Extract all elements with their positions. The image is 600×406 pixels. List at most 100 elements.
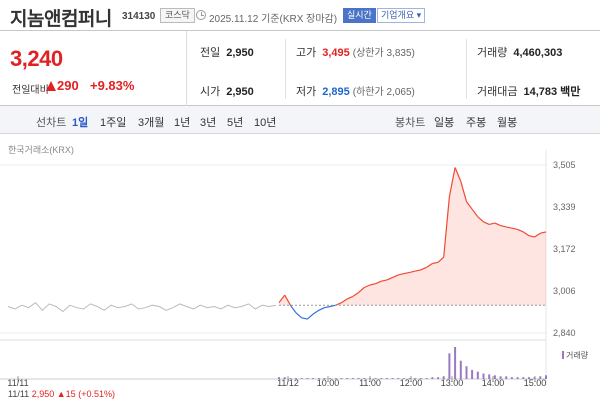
stat-volume: 거래량 4,460,303 [477, 44, 562, 60]
price-segment [522, 231, 530, 237]
volume-bar [454, 347, 457, 379]
price-panel: 3,240 전일대비 290 +9.83% [0, 31, 187, 106]
prev-day-rate: (+0.51%) [78, 389, 115, 399]
volume-bar [397, 378, 400, 379]
volume-bar [448, 353, 451, 379]
period-5y[interactable]: 5년 [227, 117, 244, 129]
price-segment [381, 279, 388, 282]
candle-weekly[interactable]: 주봉 [466, 117, 487, 129]
volume-bar [317, 378, 320, 379]
volume-legend-mark [562, 351, 564, 359]
stat-label: 거래량 [477, 47, 508, 59]
stat-value: 2,950 [226, 47, 254, 59]
price-segment [278, 294, 286, 304]
x-tick-label: 10:00 [317, 378, 340, 386]
price-segment [466, 201, 473, 210]
realtime-button[interactable]: 실시간 [343, 8, 376, 23]
price-segment [324, 305, 331, 309]
volume-bar [351, 378, 354, 379]
volume-bar [306, 378, 309, 379]
volume-bar [528, 377, 530, 379]
price-segment [500, 225, 507, 228]
stat-unit: 백만 [560, 86, 581, 98]
price-segment [506, 226, 513, 229]
stat-label: 저가 [296, 86, 317, 98]
volume-bar [300, 378, 303, 379]
line-chart-label[interactable]: 선차트 [36, 117, 67, 129]
stat-prev-close: 전일 2,950 [200, 44, 254, 60]
volume-bar [295, 378, 297, 379]
price-segment [448, 167, 456, 197]
volume-bar [340, 378, 343, 379]
volume-bar [312, 378, 315, 379]
change-rate: +9.83% [90, 78, 135, 93]
price-segment [289, 304, 297, 314]
change-amount: 290 [57, 78, 79, 93]
lower-limit: (하한가 2,065) [352, 87, 415, 98]
x-axis: 11/11 11/12 10:00 11:00 12:00 13:00 14:00 15:00 [7, 376, 546, 386]
stat-value: 2,895 [322, 86, 350, 98]
period-1d[interactable]: 1일 [72, 117, 89, 129]
volume-bar [380, 378, 383, 379]
stock-header: 지놈앤컴퍼니 314130 코스닥 2025.11.12 기준(KRX 장마감)… [0, 0, 600, 30]
price-segment [528, 235, 535, 238]
price-segment [301, 317, 308, 320]
stat-open: 시가 2,950 [200, 83, 254, 99]
price-segment [341, 298, 348, 304]
stat-high: 고가 3,495 (상한가 3,835) [296, 44, 415, 60]
price-segment [454, 167, 462, 182]
price-segment [346, 295, 354, 300]
x-tick-label: 11:00 [359, 378, 381, 386]
volume-bar [334, 378, 337, 379]
period-1w[interactable]: 1주일 [100, 117, 127, 129]
volume-bar [476, 371, 479, 379]
price-chart[interactable]: 3,505 3,339 3,172 3,006 2,840 11/11 11/12 10:0… [0, 150, 600, 386]
candle-chart-label: 봉차트 [395, 117, 426, 129]
stat-value: 3,495 [322, 47, 350, 59]
upper-limit: (상한가 3,835) [352, 48, 415, 59]
volume-bar [403, 378, 405, 379]
x-tick-label: 13:00 [441, 378, 464, 386]
candle-daily[interactable]: 일봉 [434, 117, 455, 129]
volume-bar [289, 378, 292, 379]
price-segment [409, 270, 416, 273]
volume-bar [374, 378, 377, 379]
prev-day-change: 15 [65, 389, 76, 399]
divider [466, 39, 467, 99]
price-segment [403, 271, 410, 275]
stat-trade-amount: 거래대금 14,783 백만 [477, 83, 580, 99]
period-10y[interactable]: 10년 [254, 117, 277, 129]
period-3m[interactable]: 3개월 [138, 117, 165, 129]
volume-bar [437, 377, 440, 379]
price-segment [443, 196, 450, 258]
price-segment [477, 216, 484, 223]
y-tick-label: 2,840 [553, 328, 576, 338]
volume-bar [471, 369, 474, 379]
price-segment [540, 231, 547, 234]
stat-value: 2,950 [226, 86, 254, 98]
price-segment [363, 284, 371, 289]
x-tick-label: 12:00 [400, 378, 423, 386]
price-segment [437, 256, 445, 263]
company-overview-button[interactable]: 기업개요 ▾ [377, 8, 426, 23]
price-segment [489, 222, 496, 225]
candle-monthly[interactable]: 월봉 [497, 117, 518, 129]
market-badge: 코스닥 [160, 8, 195, 23]
period-1y[interactable]: 1년 [174, 117, 191, 129]
prev-day-line [7, 302, 277, 313]
volume-bar [488, 374, 491, 379]
change-label: 전일대비 [12, 85, 49, 96]
prev-day-label: 11/11 [8, 389, 30, 399]
x-tick-label: 11/12 [277, 378, 299, 386]
current-price: 3,240 [10, 46, 63, 71]
volume-bar [414, 378, 417, 379]
price-segment [494, 222, 501, 227]
prev-day-up-icon: ▲ [56, 389, 66, 399]
volume-bar [278, 377, 280, 379]
price-lines [278, 167, 547, 320]
price-segment [307, 313, 314, 320]
period-3y[interactable]: 3년 [200, 117, 217, 129]
price-segment [318, 307, 325, 311]
volume-bar [357, 378, 360, 379]
volume-bar [346, 378, 349, 379]
